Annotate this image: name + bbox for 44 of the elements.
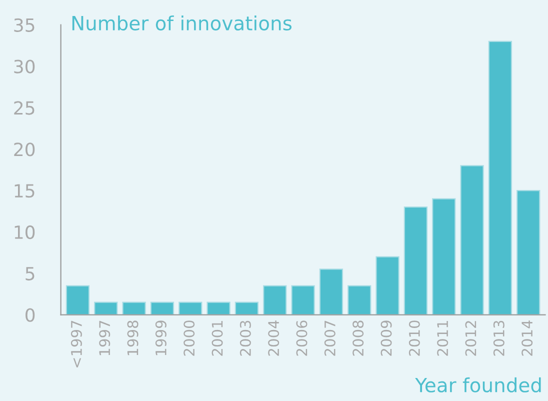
y-tick-label: 25	[14, 101, 34, 115]
y-tick-label: 35	[14, 18, 34, 32]
bar	[348, 285, 372, 315]
bar	[460, 165, 484, 315]
x-tick-label: <1997	[70, 320, 82, 368]
x-tick-label: 2013	[493, 320, 504, 356]
bar	[376, 256, 400, 315]
y-tick-label: 20	[14, 142, 35, 156]
bar	[488, 40, 512, 315]
x-tick-label: 2000	[184, 320, 195, 356]
x-tick-label: 1997	[99, 320, 110, 356]
bar	[178, 302, 202, 315]
bar	[263, 285, 287, 315]
y-tick-label: 10	[14, 225, 35, 240]
bar	[319, 268, 344, 315]
y-tick-label: 15	[14, 184, 34, 198]
x-tick-label: 2008	[352, 320, 364, 356]
bar	[66, 285, 90, 315]
bar	[234, 302, 259, 315]
x-tick-label: 2003	[240, 320, 251, 356]
x-tick-label: 2006	[296, 320, 308, 356]
bar	[404, 206, 428, 315]
y-axis-title: Number of innovations	[72, 15, 292, 31]
bar	[432, 198, 456, 315]
bar	[291, 285, 315, 315]
x-axis-title: Year founded	[415, 377, 541, 392]
x-tick-label: 2007	[324, 320, 336, 356]
x-tick-label: 2001	[212, 320, 223, 356]
x-tick-label: 2009	[380, 320, 392, 356]
bar	[94, 302, 118, 315]
bar	[150, 302, 174, 315]
y-tick-label: 0	[26, 308, 35, 322]
x-tick-label: 2011	[437, 320, 448, 356]
x-tick-label: 2012	[465, 321, 476, 356]
x-tick-label: 1998	[127, 320, 138, 356]
x-tick-label: 2014	[522, 320, 533, 356]
bar	[206, 302, 230, 315]
x-tick-label: 2004	[268, 320, 280, 356]
bar	[122, 302, 146, 315]
y-tick-label: 5	[26, 267, 34, 280]
x-tick-label: 2010	[408, 320, 420, 356]
y-tick-label: 30	[14, 60, 35, 74]
bar	[516, 190, 540, 315]
x-tick-label: 1999	[155, 320, 166, 356]
